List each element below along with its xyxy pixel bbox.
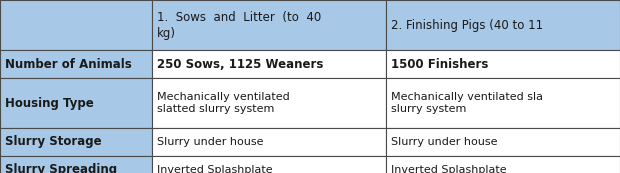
Text: 1.  Sows  and  Litter  (to  40
kg): 1. Sows and Litter (to 40 kg) bbox=[157, 11, 321, 39]
Text: Number of Animals: Number of Animals bbox=[5, 57, 131, 71]
Text: Mechanically ventilated sla
slurry system: Mechanically ventilated sla slurry syste… bbox=[391, 92, 543, 114]
Text: Slurry Spreading: Slurry Spreading bbox=[5, 163, 117, 173]
Text: Mechanically ventilated
slatted slurry system: Mechanically ventilated slatted slurry s… bbox=[157, 92, 290, 114]
Text: 1500 Finishers: 1500 Finishers bbox=[391, 57, 489, 71]
Bar bbox=[0, 0, 152, 50]
Text: Slurry Storage: Slurry Storage bbox=[5, 135, 102, 148]
Bar bbox=[386, 78, 620, 128]
Bar bbox=[152, 0, 386, 50]
Text: Housing Type: Housing Type bbox=[5, 97, 94, 110]
Bar bbox=[0, 78, 152, 128]
Bar bbox=[386, 50, 620, 78]
Bar bbox=[0, 50, 152, 78]
Text: Inverted Splashplate: Inverted Splashplate bbox=[391, 165, 507, 173]
Text: Slurry under house: Slurry under house bbox=[157, 137, 264, 147]
Bar bbox=[152, 50, 386, 78]
Bar bbox=[386, 156, 620, 173]
Bar bbox=[0, 128, 152, 156]
Bar bbox=[152, 78, 386, 128]
Text: 2. Finishing Pigs (40 to 11: 2. Finishing Pigs (40 to 11 bbox=[391, 19, 543, 31]
Bar bbox=[386, 128, 620, 156]
Text: Slurry under house: Slurry under house bbox=[391, 137, 497, 147]
Text: Inverted Splashplate: Inverted Splashplate bbox=[157, 165, 273, 173]
Bar bbox=[152, 156, 386, 173]
Text: 250 Sows, 1125 Weaners: 250 Sows, 1125 Weaners bbox=[157, 57, 324, 71]
Bar bbox=[386, 0, 620, 50]
Bar bbox=[0, 156, 152, 173]
Bar bbox=[152, 128, 386, 156]
